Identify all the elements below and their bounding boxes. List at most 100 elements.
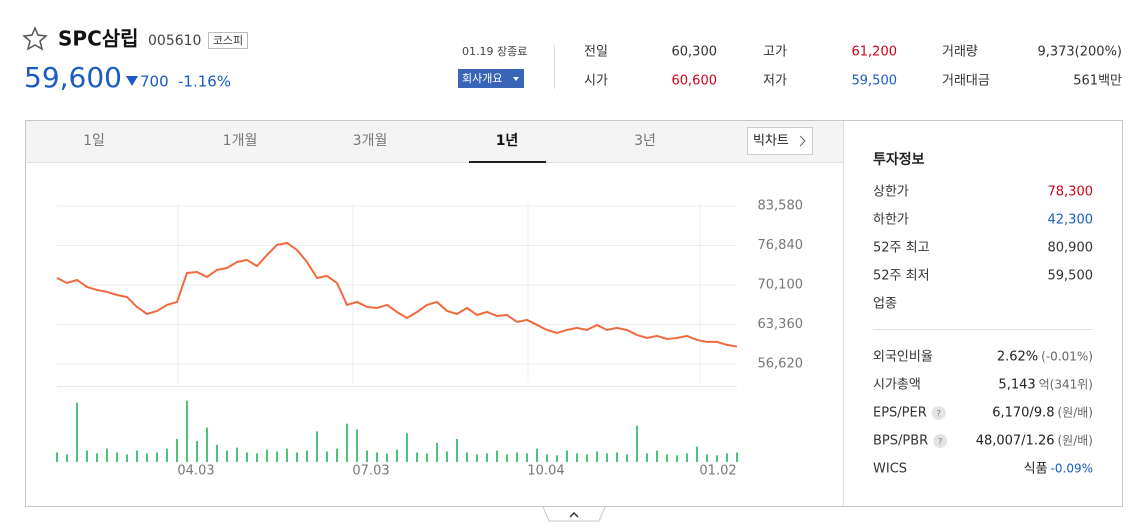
big-chart-button[interactable] xyxy=(747,127,813,155)
volume-bar xyxy=(436,442,438,462)
volume-bar xyxy=(706,454,708,462)
info-label: 52주 최고 xyxy=(873,241,930,256)
volume-bar xyxy=(466,452,468,462)
company-button-label[interactable]: 회사개요 xyxy=(462,72,502,85)
volume-bar xyxy=(66,454,68,462)
volume-bar xyxy=(166,448,168,462)
quote-value: 9,373(200%) xyxy=(1037,45,1122,60)
help-icon[interactable] xyxy=(933,434,948,448)
x-tick-label: 07.03 xyxy=(352,464,389,479)
price-line xyxy=(56,241,738,348)
volume-bar xyxy=(446,451,448,462)
period-tab[interactable]: 1개월 xyxy=(223,133,258,149)
volume-bar xyxy=(686,453,688,462)
info-value: 6,170/9.8 xyxy=(992,406,1054,421)
info-label: 상한가 xyxy=(873,185,909,200)
y-tick-label: 70,100 xyxy=(758,278,804,293)
volume-bar xyxy=(386,453,388,462)
volume-bar xyxy=(546,454,548,462)
volume-bar xyxy=(596,451,598,462)
volume-bar xyxy=(626,454,628,462)
info-value: 59,500 xyxy=(1048,269,1094,284)
volume-bar xyxy=(316,431,318,462)
x-tick-label: 01.02 xyxy=(699,464,736,479)
quote-label: 거래량 xyxy=(942,45,978,60)
volume-bar xyxy=(666,454,668,462)
volume-bar xyxy=(146,453,148,462)
y-tick-label: 56,620 xyxy=(758,357,804,372)
x-tick-label: 10.04 xyxy=(527,464,564,479)
period-tab[interactable]: 3개월 xyxy=(353,133,388,149)
period-tab[interactable]: 1일 xyxy=(83,133,105,149)
help-icon[interactable] xyxy=(931,406,946,420)
info-value: 5,143 xyxy=(998,378,1035,393)
info-label: WICS xyxy=(873,462,907,477)
quote-value: 60,300 xyxy=(672,45,718,60)
stock-name: SPC삼립 xyxy=(58,27,139,51)
volume-bar xyxy=(326,451,328,462)
company-button[interactable] xyxy=(458,69,524,88)
y-tick-label: 83,580 xyxy=(758,199,804,214)
y-tick-label: 76,840 xyxy=(758,238,804,253)
volume-bar xyxy=(636,425,638,462)
volume-bar xyxy=(426,453,428,462)
period-tab[interactable]: 3년 xyxy=(634,133,656,149)
price: 59,600 xyxy=(24,61,122,94)
volume-bar xyxy=(736,452,738,462)
info-value: 78,300 xyxy=(1048,185,1094,200)
volume-bar xyxy=(196,440,198,462)
change-rate: -1.16% xyxy=(178,73,231,91)
quote-label: 고가 xyxy=(763,45,787,60)
quote-value: 60,600 xyxy=(672,74,718,89)
volume-bar xyxy=(286,448,288,462)
volume-bar xyxy=(256,453,258,462)
info-label: EPS/PER xyxy=(873,406,927,421)
active-tab-underline xyxy=(469,161,546,163)
volume-bar xyxy=(266,449,268,462)
volume-bar xyxy=(656,450,658,462)
quote-label: 저가 xyxy=(763,74,787,89)
help-mark[interactable]: ? xyxy=(938,438,943,448)
volume-bar xyxy=(606,453,608,462)
volume-bar xyxy=(576,453,578,462)
help-mark[interactable]: ? xyxy=(936,410,941,420)
volume-bar xyxy=(366,450,368,462)
collapse-icon xyxy=(569,511,579,518)
x-tick-label: 04.03 xyxy=(177,464,214,479)
volume-bar xyxy=(156,452,158,462)
info-label: 52주 최저 xyxy=(873,269,930,284)
volume-bar xyxy=(616,452,618,462)
volume-bar xyxy=(376,452,378,462)
volume-bar xyxy=(136,450,138,462)
quote-label: 거래대금 xyxy=(942,74,990,89)
volume-bar xyxy=(346,423,348,462)
volume-bar xyxy=(76,402,78,462)
quote-value: 61,200 xyxy=(852,45,898,60)
volume-bar xyxy=(416,452,418,462)
volume-bar xyxy=(216,444,218,462)
volume-bar xyxy=(406,433,408,462)
volume-bar xyxy=(716,455,718,462)
quote-value: 561백만 xyxy=(1073,74,1122,89)
volume-bar xyxy=(516,452,518,462)
info-label: 업종 xyxy=(873,297,897,312)
info-label: 외국인비율 xyxy=(873,350,933,365)
volume-bar xyxy=(116,452,118,462)
info-value: 2.62% xyxy=(997,350,1038,365)
volume-bar xyxy=(206,427,208,462)
period-tab[interactable]: 1년 xyxy=(496,133,519,149)
volume-bar xyxy=(276,451,278,462)
info-value: 식품 xyxy=(1024,462,1048,477)
volume-bar xyxy=(676,455,678,462)
big-chart-label[interactable]: 빅차트 xyxy=(753,134,789,149)
market-badge xyxy=(208,32,248,49)
favorite-star[interactable] xyxy=(22,26,48,51)
volume-bar xyxy=(176,439,178,462)
quote-label: 전일 xyxy=(584,45,608,60)
dropdown-caret xyxy=(513,77,519,81)
tab-bar xyxy=(26,121,843,162)
info-note: -0.09% xyxy=(1051,462,1093,476)
volume-bar xyxy=(726,453,728,462)
info-label: 시가총액 xyxy=(873,378,921,393)
